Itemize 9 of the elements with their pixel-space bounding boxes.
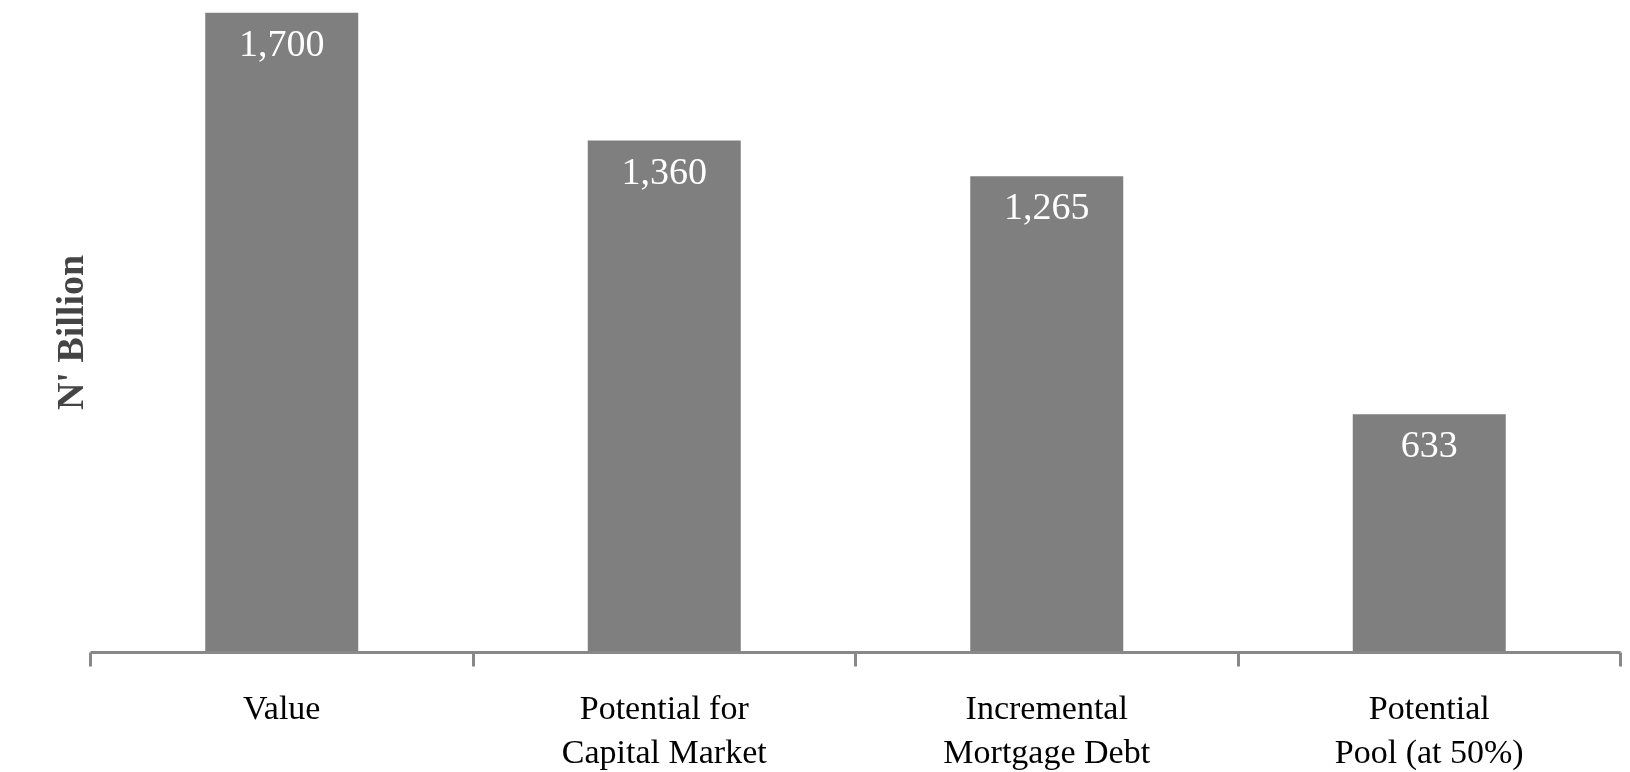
- data-label: 1,360: [621, 149, 707, 192]
- x-tick-label: Potential for Capital Market: [561, 688, 768, 770]
- data-label: 1,700: [239, 21, 325, 64]
- x-tick-label: Value: [243, 688, 321, 726]
- data-label: 1,265: [1004, 185, 1090, 228]
- x-tick-label: Potential Pool (at 50%): [1334, 688, 1524, 771]
- x-tick-label: Incremental Mortgage Debt: [943, 688, 1151, 770]
- data-label: 633: [1400, 423, 1458, 466]
- y-axis-title: N' Billion: [48, 254, 91, 411]
